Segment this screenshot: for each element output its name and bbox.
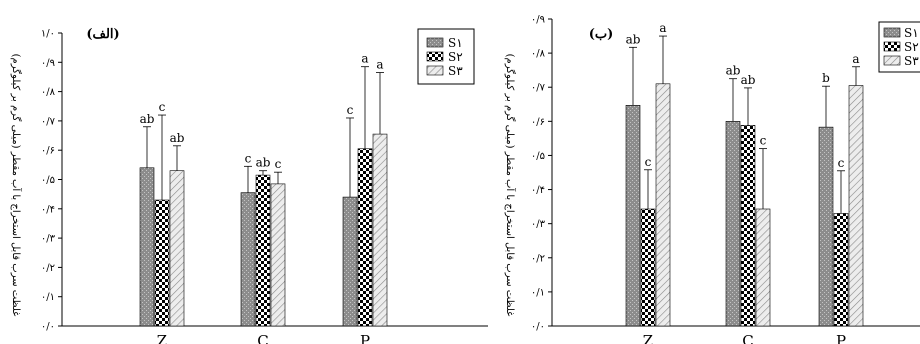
bar-s2 [740,125,756,327]
bar-s1 [139,167,155,327]
significance-letter: ab [140,112,155,126]
y-tick-label: ۰/۳ [531,219,546,230]
bar-s1 [625,105,641,327]
y-tick-label: ۰/۴ [531,185,545,196]
x-tick-label: Z [157,332,167,344]
panel-label: (الف) [86,27,119,42]
bar-s2 [357,148,373,327]
chart-panel-alef: غلظت سرب قابل استخراج با آب مقطر (میلی گ… [10,27,488,344]
x-tick-label: C [257,332,268,344]
bar-s3 [848,85,864,327]
legend-swatch-s1 [883,27,901,38]
y-tick-label: ۱/۰ [41,29,55,40]
y-tick-label: ۰/۹ [41,58,55,69]
legend-label: S۳ [904,54,919,68]
y-tick-label: ۰/۰ [41,322,55,333]
significance-letter: c [645,155,652,169]
legend-label: S۱ [448,36,463,50]
y-tick-label: ۰/۴ [41,204,55,215]
x-tick-label: P [360,332,370,344]
significance-letter: ab [256,156,271,170]
bar-s2 [255,174,271,327]
significance-letter: c [347,103,354,117]
significance-letter: a [852,52,859,66]
bar-s1 [725,121,741,327]
significance-letter: b [822,71,830,85]
y-tick-label: ۰/۱ [531,287,545,298]
y-axis-title: غلظت سرب قابل استخراج با آب مقطر (میلی گ… [10,54,23,317]
legend-swatch-s2 [426,51,444,62]
significance-letter: ab [626,32,641,46]
bar-s2 [640,208,656,327]
y-tick-label: ۰/۸ [41,87,56,98]
panel-label: (ب) [589,27,614,42]
y-tick-label: ۰/۳ [41,234,56,245]
significance-letter: a [376,58,383,72]
bar-s1 [240,192,256,327]
y-tick-label: ۰/۷ [531,83,546,94]
bar-s1 [342,196,358,327]
bar-s3 [169,170,185,327]
legend: S۱ S۲ S۳ [417,28,475,85]
y-tick-label: ۰/۷ [41,116,56,127]
significance-letter: ab [170,131,185,145]
significance-letter: c [838,156,845,170]
significance-letter: a [659,21,666,35]
x-tick-label: C [742,332,753,344]
significance-letter: ab [726,64,741,78]
legend-swatch-s3 [426,65,444,76]
significance-letter: a [361,52,368,66]
chart-panel-be: غلظت سرب قابل استخراج با آب مقطر (میلی گ… [504,15,920,344]
legend: S۱ S۲ S۳ [878,21,920,73]
legend-frame [417,28,475,85]
y-tick-label: ۰/۵ [41,175,55,186]
y-tick-label: ۰/۶ [41,146,55,157]
x-tick-label: P [836,332,846,344]
bar-s2 [154,199,170,327]
bar-s3 [755,208,771,327]
legend-label: S۱ [904,26,919,40]
bar-s3 [372,133,388,327]
bar-s3 [270,183,286,327]
y-tick-label: ۰/۵ [531,151,545,162]
significance-letter: c [159,100,166,114]
legend-label: S۲ [448,50,463,64]
y-tick-label: ۰/۲ [531,253,545,264]
legend-swatch-s3 [883,55,901,66]
x-tick-label: Z [643,332,653,344]
significance-letter: c [245,151,252,165]
bar-s3 [655,83,671,327]
y-tick-label: ۰/۰ [531,322,545,333]
y-axis-title: غلظت سرب قابل استخراج با آب مقطر (میلی گ… [504,54,517,317]
significance-letter: ab [741,73,756,87]
y-tick-label: ۰/۱ [41,292,55,303]
legend-label: S۲ [904,40,919,54]
y-tick-label: ۰/۶ [531,117,545,128]
y-tick-label: ۰/۲ [41,263,55,274]
y-tick-label: ۰/۹ [531,15,545,26]
legend-swatch-s1 [426,37,444,48]
legend-label: S۳ [448,64,463,78]
y-tick-label: ۰/۸ [531,49,546,60]
legend-swatch-s2 [883,41,901,52]
significance-letter: c [760,134,767,148]
bar-s1 [818,126,834,327]
significance-letter: c [275,157,282,171]
bar-s2 [833,213,849,327]
